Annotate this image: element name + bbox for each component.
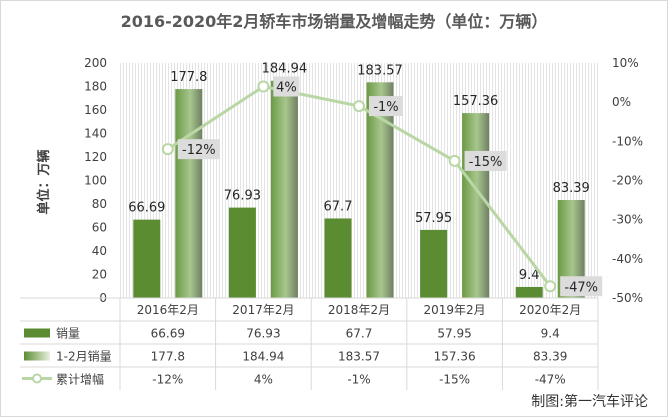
legend-swatch-growth-marker <box>32 373 42 384</box>
growth-point <box>353 100 365 113</box>
y2-tick-label: 0% <box>612 95 631 109</box>
table-cell: -1% <box>347 373 370 387</box>
y-tick-label: 100 <box>84 174 107 188</box>
table-cell: 4% <box>254 373 273 387</box>
bar-sales-label: 66.69 <box>128 201 165 216</box>
chart-credit: 制图:第一汽车评论 <box>531 394 648 410</box>
legend-label: 累计增幅 <box>56 372 104 387</box>
y-tick-label: 20 <box>92 268 107 282</box>
y2-tick-label: -10% <box>612 134 643 148</box>
x-category-label: 2020年2月 <box>519 303 581 317</box>
growth-label: -1% <box>373 100 398 115</box>
bar-jan-feb-sales <box>462 113 490 299</box>
bar-sales-label: 76.93 <box>224 189 261 204</box>
bar-sales <box>324 218 352 298</box>
bar-sales-label: 9.4 <box>519 268 540 283</box>
table-cell: 66.69 <box>151 327 185 341</box>
y2-tick-label: -40% <box>612 252 643 266</box>
x-category-label: 2017年2月 <box>232 303 294 317</box>
bar-sales <box>133 219 161 298</box>
bar-jan-feb-sales <box>270 80 298 299</box>
legend-swatch-sales <box>24 328 50 338</box>
bar-jan-feb-sales <box>175 89 203 299</box>
growth-point <box>544 280 557 293</box>
y-tick-label: 120 <box>84 150 107 164</box>
table-cell: 184.94 <box>242 350 284 364</box>
table-cell: 9.4 <box>541 327 560 341</box>
y2-tick-label: -20% <box>612 174 643 188</box>
y-tick-label: 140 <box>84 127 107 141</box>
growth-label-box <box>273 76 300 97</box>
bar-sales-label: 67.7 <box>324 199 353 214</box>
bar-jan-feb-label: 184.94 <box>262 62 308 77</box>
bar-jan-feb-label: 157.36 <box>453 94 499 109</box>
y-tick-label: 180 <box>84 80 107 94</box>
legend-label: 销量 <box>56 327 80 341</box>
growth-label-box <box>177 139 220 160</box>
table-cell: 157.36 <box>434 350 476 364</box>
legend-label: 1-2月销量 <box>56 350 112 364</box>
bar-sales <box>515 286 543 298</box>
bar-jan-feb-label: 83.39 <box>553 181 590 196</box>
y2-tick-label: -50% <box>612 291 643 305</box>
bar-sales-label: 57.95 <box>415 211 452 226</box>
table-cell: 76.93 <box>246 327 280 341</box>
table-cell: 57.95 <box>437 327 471 341</box>
growth-label: -12% <box>182 143 216 158</box>
y-tick-label: 60 <box>92 221 107 235</box>
table-cell: 177.8 <box>151 350 185 364</box>
growth-label-box <box>560 276 603 297</box>
table-cell: -12% <box>152 373 183 387</box>
table-cell: -15% <box>439 373 470 387</box>
growth-point <box>161 143 174 156</box>
y-tick-label: 40 <box>92 244 107 258</box>
chart-title: 2016-2020年2月轿车市场销量及增幅走势（单位：万辆） <box>121 12 548 31</box>
x-category-label: 2018年2月 <box>328 303 390 317</box>
table-cell: -47% <box>535 373 566 387</box>
growth-label: -47% <box>564 280 598 295</box>
growth-label: -15% <box>469 155 503 170</box>
legend-swatch-jan-feb <box>24 351 50 361</box>
table-cell: 83.39 <box>533 350 567 364</box>
bar-jan-feb-label: 183.57 <box>357 63 403 78</box>
table-cell: 183.57 <box>338 350 380 364</box>
y-tick-label: 80 <box>92 197 107 211</box>
y-tick-label: 160 <box>84 103 107 117</box>
growth-label: 4% <box>276 81 297 96</box>
bar-sales <box>228 207 256 298</box>
x-category-label: 2016年2月 <box>137 303 199 317</box>
y-axis-label: 单位：万辆 <box>36 149 52 214</box>
y2-tick-label: -30% <box>612 213 643 227</box>
x-category-label: 2019年2月 <box>424 303 486 317</box>
bar-sales <box>420 229 448 298</box>
y-tick-label: 200 <box>84 56 107 70</box>
y2-tick-label: 10% <box>612 56 639 70</box>
table-cell: 67.7 <box>346 327 373 341</box>
growth-label-box <box>464 150 507 171</box>
bar-jan-feb-label: 177.8 <box>170 70 207 85</box>
growth-point <box>448 154 461 167</box>
growth-label-box <box>369 96 403 117</box>
growth-point <box>257 80 270 93</box>
